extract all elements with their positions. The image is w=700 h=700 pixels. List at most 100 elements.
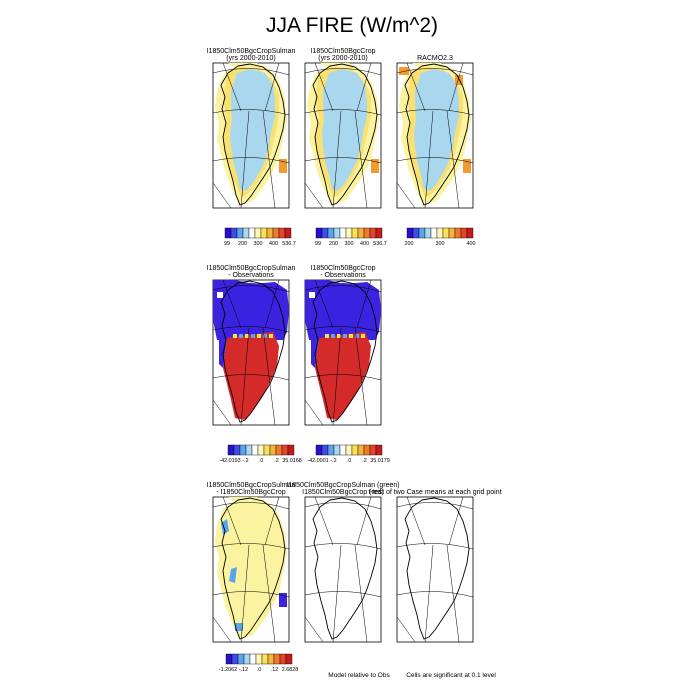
colorbar-swatch xyxy=(363,227,371,239)
parallel-line xyxy=(397,68,473,76)
meridian-line xyxy=(314,280,334,329)
map-panel-7: I1850Clm50BgcCropSulman (green)I1850Clm5… xyxy=(286,482,400,643)
model-relative-note: Model relative to Obs xyxy=(328,672,390,679)
parallel-line xyxy=(213,326,289,333)
meridian-line xyxy=(262,327,276,425)
colorbar-tick-label: -.12 xyxy=(239,667,248,673)
colorbar-swatch xyxy=(375,444,383,456)
negative-bias-cells xyxy=(230,282,275,338)
meridian-line xyxy=(424,544,434,642)
colorbar-swatch xyxy=(254,227,262,239)
colorbar-tick-label: 200 xyxy=(329,241,338,247)
negative-diff-cells xyxy=(279,593,287,607)
colorbar-swatch xyxy=(327,227,335,239)
panel-title: I1850Clm50BgcCropSulman xyxy=(207,482,296,489)
coastline xyxy=(312,63,378,206)
colorbar-swatch xyxy=(345,444,353,456)
ice-sheet-cells xyxy=(322,69,367,191)
colorbar-swatch xyxy=(248,227,256,239)
parallel-line xyxy=(305,591,381,598)
meridian-line xyxy=(356,497,372,546)
parallel-line xyxy=(213,68,289,76)
grid-cell xyxy=(355,334,359,338)
colorbar-cb1: 99 200 300 400 536.7 xyxy=(224,227,296,247)
meridian-line xyxy=(305,399,324,425)
panel-title: t-test of two Case means at each grid po… xyxy=(368,489,501,496)
colorbar-swatch xyxy=(230,227,238,239)
colorbar-tick-label: 35.0168 xyxy=(282,458,302,464)
colorbar-swatch xyxy=(224,227,232,239)
parallel-line xyxy=(397,157,473,164)
parallel-line xyxy=(305,68,381,76)
parallel-line xyxy=(305,543,381,550)
colorbar-swatch xyxy=(466,227,474,239)
parallel-line xyxy=(397,502,473,510)
colorbar-swatch xyxy=(267,653,275,665)
negative-diff-cells xyxy=(235,623,243,631)
colorbar-tick-label: 300 xyxy=(345,241,354,247)
colorbar-swatch xyxy=(231,653,239,665)
meridian-line xyxy=(240,327,250,425)
colorbar-swatch xyxy=(315,227,323,239)
colorbar-swatch xyxy=(242,227,250,239)
parallel-line xyxy=(213,285,289,293)
grid-cell-high xyxy=(399,67,409,75)
map-content xyxy=(305,497,381,642)
colorbar-swatch xyxy=(339,444,347,456)
negative-bias-cells xyxy=(322,282,367,338)
colorbar-tick-label: 200 xyxy=(238,241,247,247)
colorbar-swatch xyxy=(233,444,241,456)
meridian-line xyxy=(332,544,342,642)
colorbar-swatch xyxy=(333,227,341,239)
graticule xyxy=(305,497,381,642)
parallel-line xyxy=(213,109,289,116)
grid-cell xyxy=(251,334,255,338)
parallel-line xyxy=(397,109,473,116)
colorbar-cb3: 200 300 400 xyxy=(405,227,476,247)
colorbar-tick-label: -.2 xyxy=(242,458,248,464)
graticule xyxy=(305,280,381,425)
colorbar-tick-label: -42.0193 xyxy=(219,458,240,464)
colorbar-tick-label: .0 xyxy=(257,667,262,673)
grid-cell xyxy=(349,334,353,338)
grid-cell xyxy=(245,334,249,338)
meridian-line xyxy=(448,497,464,546)
colorbar-tick-label: 300 xyxy=(254,241,263,247)
colorbar-swatch xyxy=(243,653,251,665)
grid-cell xyxy=(309,292,315,298)
colorbar-swatch xyxy=(257,444,265,456)
colorbar-swatch xyxy=(460,227,468,239)
figure-title: JJA FIRE (W/m^2) xyxy=(266,14,438,37)
meridian-line xyxy=(264,497,280,546)
grid-cell xyxy=(343,334,347,338)
map-frame xyxy=(396,496,474,643)
parallel-line xyxy=(213,157,289,164)
colorbar-tick-label: 35.0179 xyxy=(370,458,390,464)
parallel-line xyxy=(305,285,381,293)
meridian-line xyxy=(354,327,368,425)
colorbar-tick-label: .0 xyxy=(347,458,352,464)
colorbar-cb4: -42.0193 -.2 .0 .2 35.0168 xyxy=(219,444,302,464)
panel-title: (yrs 2000-2010) xyxy=(226,55,275,62)
meridian-line xyxy=(424,110,434,208)
coastline xyxy=(312,497,378,640)
meridian-line xyxy=(356,280,372,329)
colorbar-swatch xyxy=(436,227,444,239)
meridian-line xyxy=(406,63,426,112)
meridian-line xyxy=(264,280,280,329)
parallel-line xyxy=(305,374,381,381)
colorbar-swatch xyxy=(430,227,438,239)
colorbar-tick-label: .2 xyxy=(274,458,279,464)
meridian-line xyxy=(354,110,368,208)
colorbar-swatch xyxy=(269,444,277,456)
graticule xyxy=(397,497,473,642)
graticule xyxy=(213,497,289,642)
colorbar-swatch xyxy=(424,227,432,239)
colorbar-swatch xyxy=(327,444,335,456)
map-content xyxy=(213,63,289,208)
colorbar-swatch xyxy=(412,227,420,239)
map-panel-2: I1850Clm50BgcCrop(yrs 2000-2010) xyxy=(304,48,382,209)
grid-cell xyxy=(239,334,243,338)
grid-cell-high xyxy=(371,159,379,173)
